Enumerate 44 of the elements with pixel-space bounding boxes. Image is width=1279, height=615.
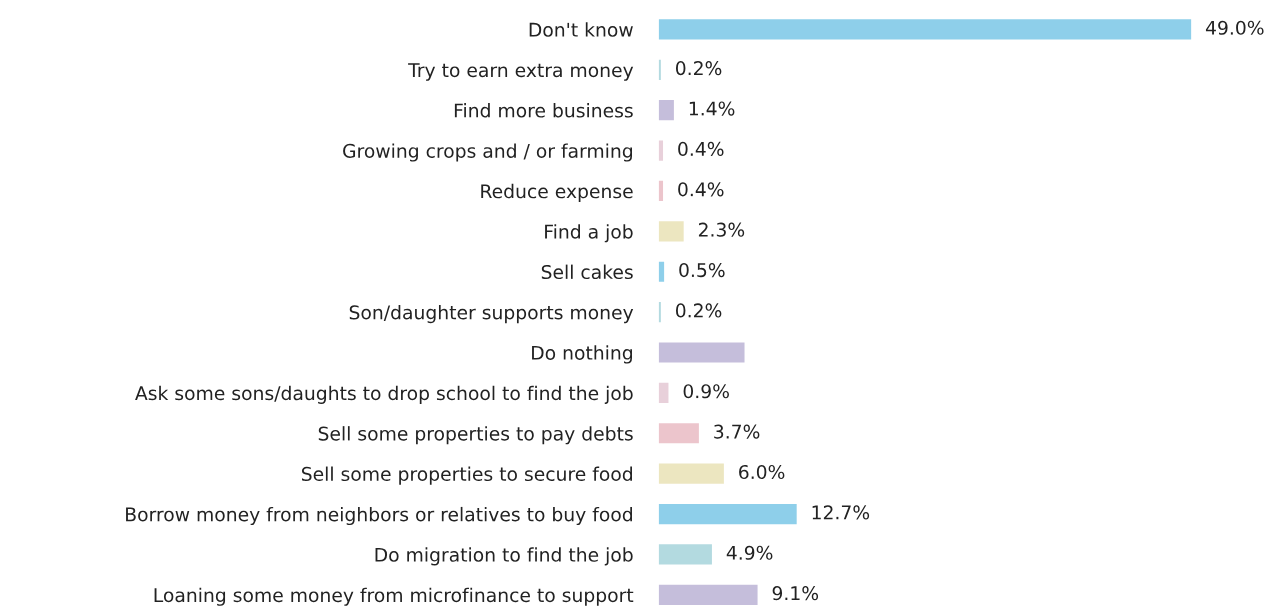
data-label: 49.0% xyxy=(1205,20,1264,35)
bar xyxy=(658,302,661,323)
y-tick-label: Borrow money from neighbors or relatives to buy food xyxy=(126,506,632,526)
y-tick-label: Find more business xyxy=(454,103,633,118)
bar xyxy=(658,59,661,80)
data-label: 0.5% xyxy=(679,262,725,278)
data-label: 0.4% xyxy=(678,182,724,197)
bar xyxy=(658,503,797,525)
data-label: 0.2% xyxy=(675,61,722,76)
y-tick-label: Do migration to find the job xyxy=(375,547,633,566)
data-label: 0.9% xyxy=(683,384,729,399)
y-tick-label: Growing crops and / or farming xyxy=(343,143,632,162)
data-label: 6.0% xyxy=(739,464,785,480)
bar xyxy=(658,463,724,484)
y-tick-label: Sell cakes xyxy=(541,264,633,280)
bar xyxy=(658,382,669,403)
data-label: 0.4% xyxy=(678,141,724,157)
y-tick-label: Reduce expense xyxy=(481,183,633,202)
y-tick-label: Ask some sons/daughts to drop school to find the job xyxy=(135,385,633,404)
bar xyxy=(658,261,665,282)
y-tick-label: Try to earn extra money xyxy=(408,63,634,81)
y-tick-label: Find a job xyxy=(545,224,633,243)
y-tick-label: Sell some properties to secure food xyxy=(301,466,632,485)
bar xyxy=(658,342,745,363)
data-label: 12.7% xyxy=(812,505,870,520)
bar xyxy=(658,100,674,121)
bar xyxy=(658,19,1192,40)
bar xyxy=(658,180,664,202)
data-label: 2.3% xyxy=(698,222,745,237)
data-label: 1.4% xyxy=(689,101,735,116)
y-tick-label: Son/daughter supports money xyxy=(349,304,634,324)
data-label: 4.9% xyxy=(726,545,773,560)
y-tick-label: Don't know xyxy=(529,22,633,37)
bar xyxy=(658,544,712,565)
data-label: 0.2% xyxy=(675,303,722,318)
data-label: 9.1% xyxy=(772,586,819,601)
bar xyxy=(658,584,758,605)
bar xyxy=(658,140,664,161)
data-label: 3.7% xyxy=(714,424,760,439)
y-tick-label: Do nothing xyxy=(532,345,632,364)
y-tick-label: Sell some properties to pay debts xyxy=(318,426,633,445)
bar xyxy=(658,423,699,444)
bar xyxy=(658,221,684,242)
y-tick-label: Loaning some money from microfinance to support xyxy=(154,587,634,606)
